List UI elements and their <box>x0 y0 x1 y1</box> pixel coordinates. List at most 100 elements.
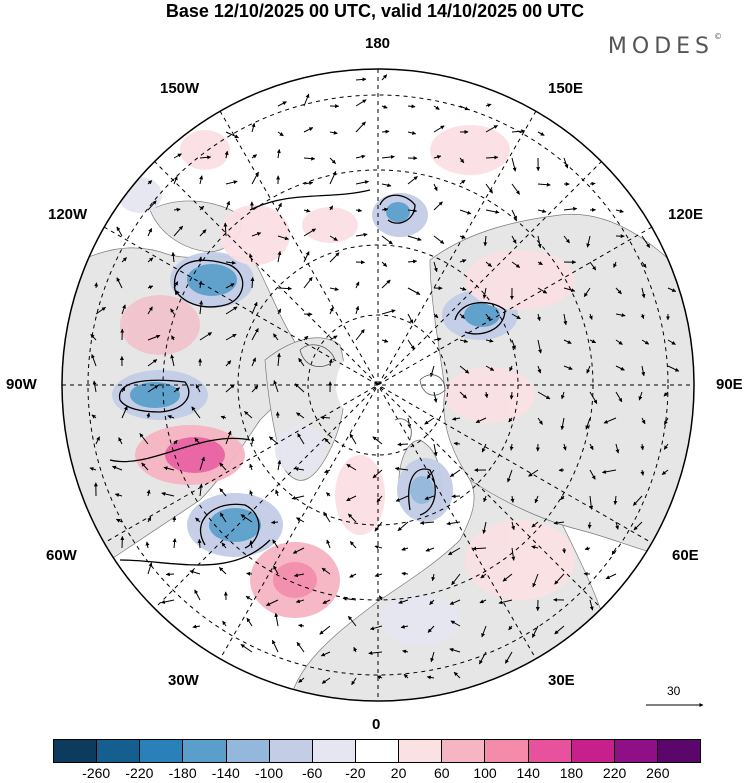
wind-vector <box>271 520 279 525</box>
wind-vector <box>376 675 383 680</box>
wind-vector <box>173 439 178 445</box>
wind-vector <box>537 417 543 425</box>
wind-vector <box>374 521 383 532</box>
wind-vector <box>277 250 282 263</box>
wind-vector <box>663 417 669 426</box>
wind-vector <box>296 641 305 653</box>
wind-vector <box>615 287 622 295</box>
lon-label-left: 90W <box>6 376 37 393</box>
lon-label-150e: 150E <box>548 80 584 97</box>
wind-vector <box>485 155 499 160</box>
wind-vector <box>433 235 445 244</box>
wind-vector <box>459 259 467 263</box>
colorbar-segment <box>441 740 485 762</box>
wind-vector <box>326 539 331 549</box>
wind-vector <box>511 261 521 268</box>
wind-vector <box>249 490 254 497</box>
wind-vector <box>589 261 597 271</box>
wind-vector <box>349 433 357 445</box>
lon-label-30w: 30W <box>168 672 199 689</box>
wind-vector <box>562 443 567 451</box>
wind-vector <box>251 357 256 367</box>
wind-vector <box>115 518 123 523</box>
anomaly-eurasia-south-positive <box>465 520 575 600</box>
wind-vector <box>485 209 500 214</box>
wind-vector <box>195 517 201 523</box>
wind-vector <box>167 415 175 419</box>
wind-vector <box>225 260 236 265</box>
wind-vector <box>225 180 238 185</box>
wind-vector <box>478 651 487 665</box>
wind-vector <box>121 405 128 419</box>
wind-vector <box>320 651 331 657</box>
anomaly-atlantic-c-core <box>273 562 317 598</box>
wind-vector <box>220 415 227 420</box>
wind-vector <box>511 235 517 244</box>
wind-vector <box>355 232 368 237</box>
wind-vector <box>121 304 126 315</box>
wind-vector <box>348 615 357 627</box>
wind-vector <box>198 256 203 263</box>
wind-vector <box>407 339 415 350</box>
wind-vector <box>459 234 466 239</box>
wind-vector <box>251 328 259 341</box>
wind-vector <box>277 131 284 137</box>
wind-vector <box>89 467 97 471</box>
wind-vector <box>355 180 369 185</box>
wind-vector <box>401 571 409 576</box>
wind-vector <box>355 121 366 133</box>
wind-vector <box>342 596 357 601</box>
wind-vector <box>480 573 487 579</box>
lon-label-30e: 30E <box>548 672 575 689</box>
wind-vector <box>589 469 596 480</box>
wind-vector <box>199 229 207 237</box>
wind-vector <box>589 391 598 404</box>
wind-vector <box>537 287 548 294</box>
wind-vector <box>511 339 516 350</box>
wind-vector <box>431 573 436 582</box>
wind-vector <box>199 300 204 315</box>
wind-vector <box>92 380 97 393</box>
wind-vector <box>194 589 201 601</box>
wind-vector <box>323 511 331 523</box>
wind-vector <box>199 456 205 471</box>
anomaly-east-us-core <box>165 437 225 473</box>
wind-vector <box>276 352 281 367</box>
lon-label-60e: 60E <box>672 547 699 564</box>
wind-vector <box>163 466 175 471</box>
wind-vector <box>536 313 541 322</box>
wind-vector <box>218 567 227 575</box>
wind-vector <box>355 99 367 107</box>
wind-vector <box>427 625 435 633</box>
wind-vector <box>615 365 625 371</box>
wind-vector <box>222 620 227 627</box>
wind-vector <box>507 469 513 483</box>
wind-vector <box>329 205 334 211</box>
wind-vector <box>485 338 494 343</box>
wind-vector <box>322 599 331 604</box>
wind-vector <box>381 154 395 159</box>
wind-vector <box>381 74 388 81</box>
wind-vector <box>172 538 177 549</box>
wind-vector <box>511 183 521 195</box>
wind-vector <box>320 415 331 420</box>
wind-vector <box>667 339 676 345</box>
anomaly-scandinavia-core <box>410 476 434 504</box>
wind-vector <box>298 677 305 683</box>
wind-vector <box>381 279 391 289</box>
wind-vector <box>199 175 204 185</box>
colorbar-tick-label: 60 <box>434 765 450 781</box>
wind-vector <box>381 261 388 267</box>
wind-vector <box>449 648 461 653</box>
wind-vector <box>145 541 150 549</box>
wind-vector <box>563 157 569 169</box>
wind-vector <box>449 469 461 478</box>
colorbar-segment <box>182 740 226 762</box>
anomaly-labrador-negative <box>275 425 325 475</box>
wind-vector <box>147 200 157 211</box>
colorbar-segment <box>311 740 355 762</box>
wind-vector <box>277 101 287 107</box>
wind-vector <box>147 180 153 185</box>
wind-vector <box>459 209 472 215</box>
wind-vector <box>560 495 565 501</box>
